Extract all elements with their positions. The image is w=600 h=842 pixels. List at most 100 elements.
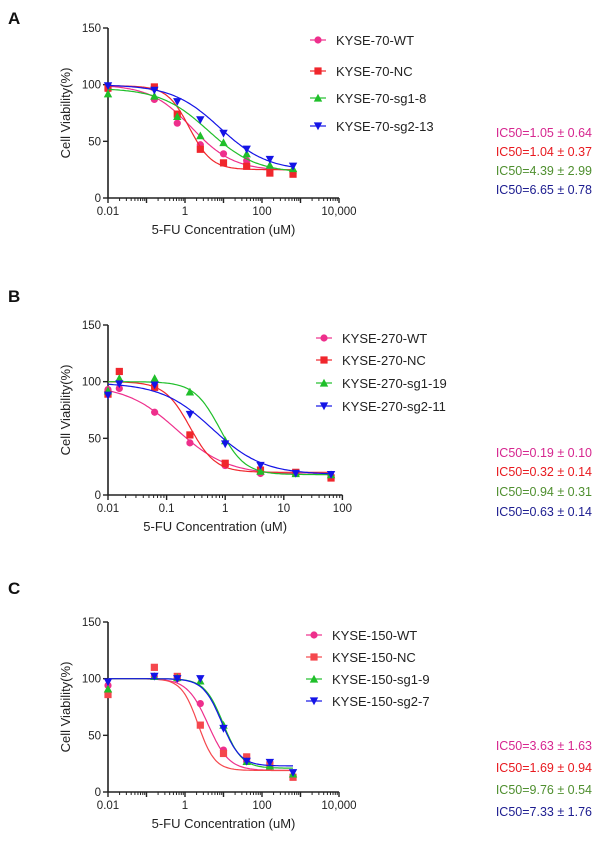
y-tick-label: 0 bbox=[95, 193, 101, 205]
data-point bbox=[103, 684, 113, 693]
x-tick-label: 10,000 bbox=[321, 206, 356, 218]
series-KYSE-270-sg1-19 bbox=[103, 374, 336, 479]
legend-label: KYSE-270-sg1-19 bbox=[342, 376, 447, 391]
x-tick-label: 10 bbox=[277, 503, 290, 515]
data-point bbox=[115, 367, 123, 376]
fit-curve bbox=[107, 390, 331, 475]
x-axis-label: 5-FU Concentration (uM) bbox=[152, 816, 296, 831]
data-point bbox=[186, 439, 194, 447]
data-point bbox=[243, 157, 251, 165]
fit-curve bbox=[108, 85, 293, 171]
y-tick-label: 0 bbox=[95, 490, 101, 502]
data-point bbox=[256, 467, 265, 475]
legend-marker bbox=[314, 67, 322, 75]
legend-marker bbox=[319, 402, 329, 411]
data-point bbox=[150, 663, 158, 671]
legend-marker bbox=[309, 674, 319, 683]
data-point bbox=[173, 675, 182, 683]
y-tick-label: 50 bbox=[88, 730, 101, 742]
data-point bbox=[186, 431, 194, 439]
data-point bbox=[173, 119, 181, 127]
data-point bbox=[266, 169, 274, 177]
panel-label: C bbox=[8, 579, 20, 598]
x-tick-label: 10,000 bbox=[321, 800, 356, 812]
data-point bbox=[173, 112, 182, 120]
ic50-label: IC50=6.65 ± 0.78 bbox=[496, 183, 592, 197]
y-tick-label: 150 bbox=[82, 23, 101, 35]
ic50-label: IC50=3.63 ± 1.63 bbox=[496, 739, 592, 753]
series-KYSE-150-sg2-7 bbox=[103, 672, 298, 777]
y-tick-label: 100 bbox=[82, 377, 101, 389]
data-point bbox=[104, 690, 112, 699]
data-point bbox=[115, 374, 124, 382]
y-tick-label: 100 bbox=[82, 674, 101, 686]
series-KYSE-70-sg2-13 bbox=[103, 82, 298, 171]
y-tick-label: 50 bbox=[88, 433, 101, 445]
data-point bbox=[196, 721, 204, 729]
data-point bbox=[196, 700, 204, 708]
legend-marker bbox=[313, 93, 323, 102]
x-tick-label: 100 bbox=[252, 206, 271, 218]
ic50-label: IC50=1.04 ± 0.37 bbox=[496, 145, 592, 159]
legend-marker bbox=[319, 378, 329, 387]
legend-marker bbox=[309, 697, 319, 706]
legend-label: KYSE-70-WT bbox=[336, 33, 414, 48]
panel-label: B bbox=[8, 287, 20, 306]
data-point bbox=[288, 162, 298, 171]
data-point bbox=[326, 471, 336, 479]
x-tick-label: 0.1 bbox=[159, 503, 175, 515]
data-point bbox=[219, 749, 228, 758]
ic50-label: IC50=0.94 ± 0.31 bbox=[496, 485, 592, 499]
data-point bbox=[196, 145, 204, 153]
series-KYSE-70-sg1-8 bbox=[103, 88, 298, 173]
legend-label: KYSE-270-sg2-11 bbox=[342, 399, 446, 414]
legend-label: KYSE-270-NC bbox=[342, 353, 426, 368]
x-axis-label: 5-FU Concentration (uM) bbox=[143, 519, 287, 534]
panel-B: B 0 50 100 150 0.01 0.1 1 10 100 5-FU Concentratio… bbox=[8, 287, 592, 534]
legend-marker bbox=[314, 36, 322, 44]
fit-curve bbox=[107, 88, 294, 172]
legend-label: KYSE-150-NC bbox=[332, 650, 416, 665]
data-point bbox=[219, 150, 228, 158]
ic50-label: IC50=0.19 ± 0.10 bbox=[496, 446, 592, 460]
y-axis-label: Cell Viability(%) bbox=[58, 365, 73, 456]
x-tick-label: 100 bbox=[333, 503, 352, 515]
data-point bbox=[265, 155, 275, 164]
data-point bbox=[242, 145, 251, 154]
series-KYSE-70-WT bbox=[104, 85, 297, 177]
data-point bbox=[219, 724, 228, 733]
x-tick-label: 1 bbox=[222, 503, 228, 515]
data-point bbox=[150, 86, 159, 95]
legend-label: KYSE-70-sg1-8 bbox=[336, 91, 426, 106]
data-point bbox=[103, 391, 113, 400]
data-point bbox=[243, 162, 251, 170]
legend-label: KYSE-150-sg2-7 bbox=[332, 694, 430, 709]
x-axis-label: 5-FU Concentration (uM) bbox=[152, 222, 296, 237]
data-point bbox=[221, 440, 230, 449]
y-tick-label: 0 bbox=[95, 787, 101, 799]
panel-C: C 0 50 100 150 0.01 1 100 10,000 5-FU Concentrati… bbox=[8, 579, 592, 831]
legend-label: KYSE-150-sg1-9 bbox=[332, 672, 430, 687]
legend-label: KYSE-270-WT bbox=[342, 331, 427, 346]
data-point bbox=[173, 98, 182, 106]
ic50-label: IC50=7.33 ± 1.76 bbox=[496, 805, 592, 819]
legend-marker bbox=[320, 334, 328, 342]
data-point bbox=[115, 384, 123, 393]
ic50-label: IC50=4.39 ± 2.99 bbox=[496, 164, 592, 178]
legend-marker bbox=[313, 122, 323, 131]
data-point bbox=[151, 408, 159, 416]
legend-label: KYSE-150-WT bbox=[332, 628, 417, 643]
y-tick-label: 150 bbox=[82, 617, 101, 629]
x-tick-label: 0.01 bbox=[97, 800, 119, 812]
fit-curve bbox=[108, 678, 293, 767]
data-point bbox=[150, 381, 159, 390]
legend-marker bbox=[310, 653, 318, 661]
data-point bbox=[288, 769, 298, 777]
y-tick-label: 150 bbox=[82, 320, 101, 332]
data-point bbox=[221, 459, 229, 467]
fit-curve bbox=[108, 84, 294, 168]
data-point bbox=[150, 672, 159, 681]
series-KYSE-270-sg2-11 bbox=[103, 380, 336, 479]
